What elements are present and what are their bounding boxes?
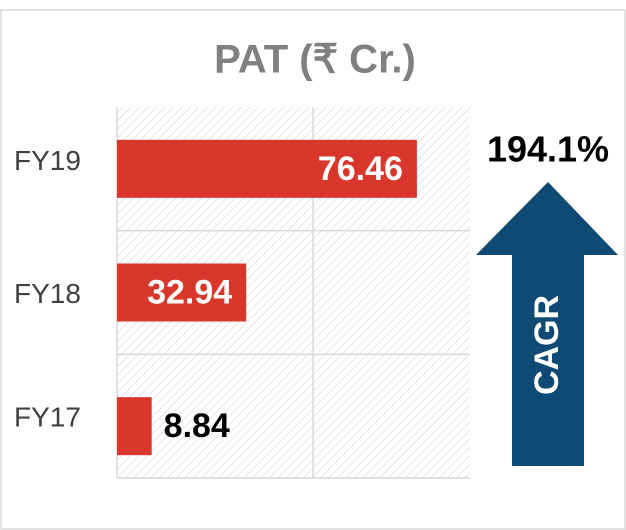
- bar: [117, 397, 152, 456]
- value-label: 76.46: [318, 150, 403, 188]
- growth-label: 194.1%: [487, 129, 609, 170]
- chart-title: PAT (₹ Cr.): [214, 38, 416, 82]
- bar: [117, 139, 417, 198]
- cagr-arrow: [476, 182, 618, 466]
- bar: [117, 263, 247, 322]
- y-tick-label: FY18: [14, 278, 81, 309]
- y-tick-label: FY17: [14, 402, 81, 433]
- value-label: 32.94: [147, 273, 232, 311]
- value-label: 8.84: [164, 407, 230, 445]
- arrow-label: CAGR: [528, 295, 566, 395]
- y-tick-label: FY19: [14, 145, 81, 176]
